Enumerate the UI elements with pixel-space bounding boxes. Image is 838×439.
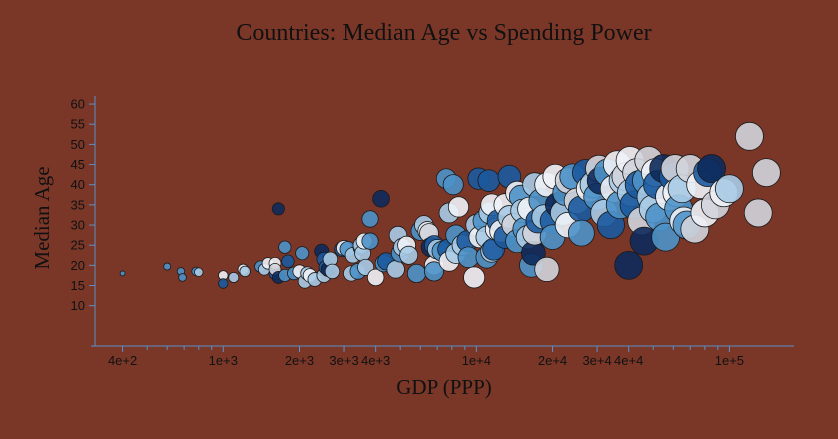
x-tick-label: 1e+4 xyxy=(462,353,491,368)
y-tick-label: 35 xyxy=(71,197,85,212)
data-point xyxy=(324,263,341,280)
data-point xyxy=(163,262,172,271)
data-point xyxy=(751,158,781,188)
x-tick-label: 2e+3 xyxy=(285,353,314,368)
data-point xyxy=(119,270,126,277)
data-point xyxy=(423,261,444,282)
x-tick-label: 4e+2 xyxy=(108,353,137,368)
data-point xyxy=(399,245,419,265)
data-point xyxy=(463,266,486,289)
x-tick-label: 4e+3 xyxy=(361,353,390,368)
data-point xyxy=(567,219,595,247)
x-tick-label: 1e+5 xyxy=(715,353,744,368)
y-tick-label: 55 xyxy=(71,117,85,132)
x-tick-label: 3e+4 xyxy=(582,353,611,368)
chart-title: Countries: Median Age vs Spending Power xyxy=(236,20,651,46)
y-axis: 10 15 20 25 30 35 40 45 50 55 60 xyxy=(71,96,96,346)
y-tick-label: 45 xyxy=(71,157,85,172)
x-tick-label: 2e+4 xyxy=(538,353,567,368)
y-tick-label: 20 xyxy=(71,258,85,273)
data-point xyxy=(281,254,295,269)
x-tick-label: 3e+3 xyxy=(329,353,358,368)
y-tick-label: 15 xyxy=(71,278,85,293)
data-point xyxy=(477,169,501,192)
data-points xyxy=(119,121,781,289)
data-point xyxy=(406,263,427,284)
data-point xyxy=(447,196,470,218)
data-point xyxy=(697,154,726,183)
y-tick-label: 25 xyxy=(71,238,85,253)
x-tick-label: 1e+3 xyxy=(209,353,238,368)
data-point xyxy=(361,210,379,228)
data-point xyxy=(361,232,379,250)
data-point xyxy=(178,273,187,282)
y-tick-label: 50 xyxy=(71,137,85,152)
x-tick-label: 4e+4 xyxy=(614,353,643,368)
y-tick-label: 10 xyxy=(71,298,85,313)
data-point xyxy=(372,190,390,208)
data-point xyxy=(442,174,464,196)
y-tick-label: 30 xyxy=(71,218,85,233)
x-axis-label: GDP (PPP) xyxy=(396,375,492,399)
data-point xyxy=(715,174,744,204)
data-point xyxy=(366,268,385,287)
data-point xyxy=(735,121,764,151)
data-point xyxy=(743,198,773,228)
y-axis-label: Median Age xyxy=(30,166,54,269)
x-axis: 4e+2 1e+3 2e+3 3e+3 4e+3 1e+4 2e+4 3e+4 4e+4 1e+5 xyxy=(91,345,794,368)
data-point xyxy=(295,246,310,261)
data-point xyxy=(228,271,240,283)
data-point xyxy=(534,256,560,282)
y-tick-label: 60 xyxy=(71,97,85,112)
data-point xyxy=(614,250,644,280)
data-point xyxy=(386,260,405,279)
data-point xyxy=(194,267,204,277)
data-point xyxy=(278,240,292,254)
data-point xyxy=(218,278,229,289)
y-tick-label: 40 xyxy=(71,177,85,192)
data-point xyxy=(271,202,285,216)
data-point xyxy=(239,265,251,278)
